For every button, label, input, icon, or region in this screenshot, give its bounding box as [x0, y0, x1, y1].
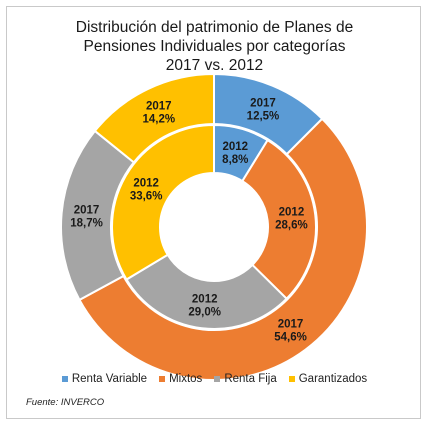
- legend-label-renta-variable: Renta Variable: [71, 373, 148, 385]
- legend-swatch-renta-variable: [61, 376, 68, 382]
- chart-legend: Renta Variable Mixtos Renta Fija Garanti…: [0, 373, 429, 385]
- data-label-2012-garantizados: 2012 33,6%: [130, 178, 163, 203]
- legend-label-renta-fija: Renta Fija: [224, 373, 277, 385]
- slice-2012-mixtos: [240, 138, 317, 301]
- legend-label-mixtos: Mixtos: [169, 373, 203, 385]
- chart-title-line-3: 2017 vs. 2012: [165, 57, 264, 74]
- data-label-2017-renta-fija: 2017 18,7%: [70, 204, 103, 229]
- data-label-2017-mixtos: 2017 54,6%: [274, 319, 307, 344]
- legend-item-renta-variable: Renta Variable: [61, 373, 148, 385]
- chart-title-line-2: Pensiones Individuales por categorías: [83, 38, 346, 55]
- legend-item-mixtos: Mixtos: [159, 373, 202, 385]
- slice-2012-renta-fija: [125, 253, 288, 330]
- legend-swatch-garantizados: [288, 376, 295, 382]
- data-label-2017-garantizados: 2017 14,2%: [142, 101, 175, 126]
- data-label-2012-renta-fija: 2012 29,0%: [188, 293, 221, 318]
- legend-item-garantizados: Garantizados: [288, 373, 368, 385]
- legend-swatch-renta-fija: [214, 376, 221, 382]
- legend-item-renta-fija: Renta Fija: [214, 373, 277, 385]
- legend-swatch-mixtos: [159, 376, 166, 382]
- source-note: Fuente: INVERCO: [26, 397, 105, 408]
- data-label-2017-renta-variable: 2017 12,5%: [247, 98, 280, 123]
- slice-2012-garantizados: [111, 123, 215, 281]
- legend-label-garantizados: Garantizados: [298, 373, 368, 385]
- data-label-2012-mixtos: 2012 28,6%: [275, 207, 308, 232]
- data-label-2012-renta-variable: 2012 8,8%: [222, 141, 248, 166]
- chart-title: Distribución del patrimonio de Planes de…: [0, 18, 429, 75]
- chart-title-line-1: Distribución del patrimonio de Planes de: [75, 19, 354, 36]
